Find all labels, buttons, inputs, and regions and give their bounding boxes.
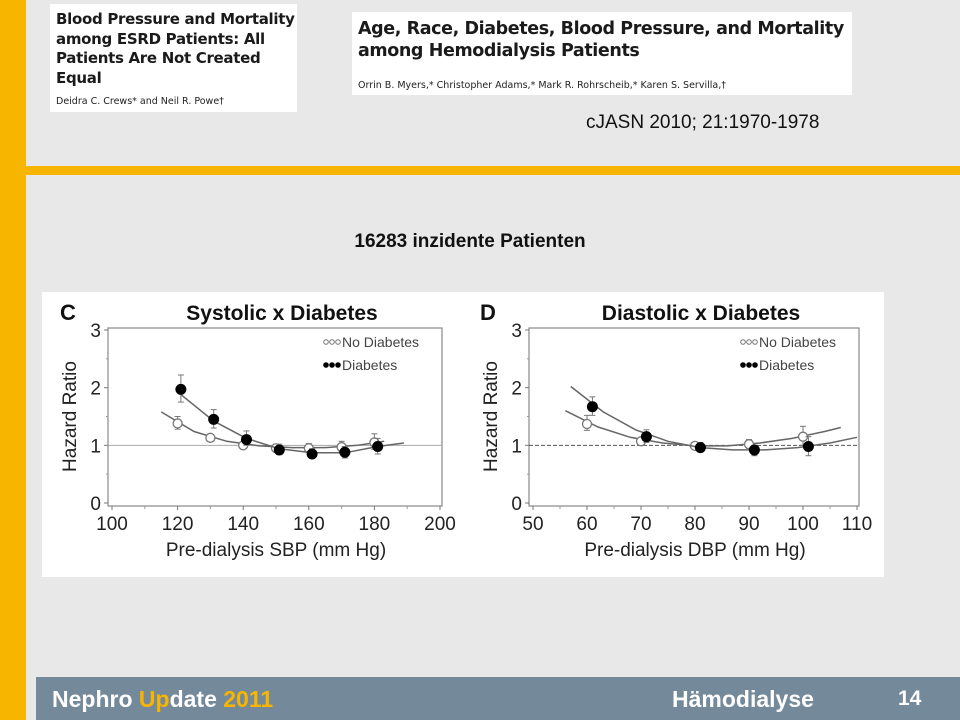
data-point-diabetes — [694, 442, 706, 454]
legend-marker-diabetes — [323, 362, 329, 368]
paper-title-line: Equal — [56, 68, 102, 87]
legend-marker-diabetes — [329, 362, 335, 368]
data-point-diabetes — [273, 444, 285, 456]
x-tick-label: 90 — [738, 514, 759, 535]
footer-brand: Nephro Update 2011 — [52, 686, 273, 713]
legend-label: No Diabetes — [759, 334, 836, 350]
legend-marker-no-diabetes — [329, 339, 335, 345]
accent-sidebar-bar — [0, 0, 26, 720]
x-tick-label: 100 — [787, 514, 819, 535]
y-tick-label: 0 — [90, 494, 101, 515]
fit-curve-diabetes — [180, 394, 404, 454]
y-axis-label: Hazard Ratio — [481, 361, 502, 472]
paper-authors: Deidra C. Crews* and Neil R. Powe† — [56, 96, 224, 107]
paper-header-myers: Age, Race, Diabetes, Blood Pressure, and… — [352, 12, 852, 95]
data-point-diabetes — [748, 444, 760, 456]
paper-title-line: Patients Are Not Created — [56, 49, 261, 67]
slide-subtitle: 16283 inzidente Patienten — [0, 231, 960, 253]
y-tick-label: 2 — [511, 379, 522, 400]
data-point-no-diabetes — [205, 432, 216, 443]
x-tick-label: 140 — [227, 514, 259, 535]
x-tick-label: 200 — [424, 514, 456, 535]
x-tick-label: 50 — [522, 514, 543, 535]
chart-title: Diastolic x Diabetes — [602, 302, 800, 325]
y-axis-label: Hazard Ratio — [60, 361, 81, 472]
data-point-diabetes — [802, 440, 814, 452]
paper-title: Age, Race, Diabetes, Blood Pressure, and… — [358, 18, 844, 62]
brand-text: Nephro — [52, 686, 139, 712]
y-tick-label: 3 — [90, 321, 101, 342]
x-tick-label: 80 — [684, 514, 705, 535]
fit-curve-no-diabetes — [565, 410, 841, 447]
legend-marker-no-diabetes — [752, 339, 758, 345]
data-point-no-diabetes — [172, 418, 183, 429]
x-axis-label: Pre-dialysis DBP (mm Hg) — [584, 540, 805, 561]
legend-label: Diabetes — [342, 357, 397, 373]
data-point-diabetes — [175, 383, 187, 395]
x-tick-label: 100 — [96, 514, 128, 535]
footer-bar: Nephro Update 2011 Hämodialyse 14 — [36, 677, 960, 720]
page-number: 14 — [898, 687, 922, 710]
y-tick-label: 1 — [90, 436, 101, 457]
data-point-diabetes — [372, 440, 384, 452]
data-point-diabetes — [208, 413, 220, 425]
data-point-diabetes — [339, 446, 351, 458]
legend-marker-no-diabetes — [323, 339, 329, 345]
x-tick-label: 120 — [162, 514, 194, 535]
legend-marker-diabetes — [746, 362, 752, 368]
legend-marker-no-diabetes — [335, 339, 341, 345]
legend-marker-diabetes — [335, 362, 341, 368]
x-tick-label: 60 — [576, 514, 597, 535]
data-point-diabetes — [240, 434, 252, 446]
y-tick-label: 0 — [511, 494, 522, 515]
header-divider — [0, 166, 960, 175]
legend-label: No Diabetes — [342, 334, 419, 350]
fit-curve-diabetes — [570, 385, 858, 451]
figure-panel: C Systolic x Diabetes 0 1 2 3 100 120 140 160 180 2… — [42, 292, 884, 577]
x-tick-label: 70 — [630, 514, 651, 535]
paper-title: Blood Pressure and Mortality among ESRD … — [56, 10, 295, 88]
legend-marker-diabetes — [752, 362, 758, 368]
fit-curve-no-diabetes — [160, 411, 385, 449]
data-point-no-diabetes — [581, 418, 593, 430]
data-point-diabetes — [586, 401, 598, 413]
x-tick-label: 110 — [842, 514, 872, 535]
paper-title-line: among Hemodialysis Patients — [358, 41, 640, 61]
legend-marker-diabetes — [740, 362, 746, 368]
x-tick-label: 180 — [359, 514, 391, 535]
subtitle-text: 16283 inzidente Patienten — [354, 231, 586, 252]
data-point-diabetes — [306, 448, 318, 460]
legend-marker-no-diabetes — [740, 339, 746, 345]
legend-label: Diabetes — [759, 357, 814, 373]
x-axis-label: Pre-dialysis SBP (mm Hg) — [166, 540, 386, 561]
x-tick-label: 160 — [293, 514, 325, 535]
chart-title: Systolic x Diabetes — [186, 302, 377, 325]
paper-title-line: Age, Race, Diabetes, Blood Pressure, and… — [358, 19, 844, 39]
data-point-diabetes — [640, 431, 652, 443]
paper-header-crews: Blood Pressure and Mortality among ESRD … — [50, 4, 297, 112]
panel-letter: D — [480, 300, 496, 325]
paper-authors: Orrin B. Myers,* Christopher Adams,* Mar… — [358, 80, 726, 91]
plot-frame — [107, 327, 443, 507]
y-tick-label: 2 — [90, 379, 101, 400]
paper-title-line: among ESRD Patients: All — [56, 29, 265, 48]
brand-year: 2011 — [223, 686, 274, 712]
citation: cJASN 2010; 21:1970-1978 — [586, 112, 820, 133]
brand-text: date — [169, 686, 224, 712]
legend-marker-no-diabetes — [746, 339, 752, 345]
y-tick-label: 3 — [511, 321, 522, 342]
y-tick-label: 1 — [511, 436, 522, 457]
brand-highlight: Up — [138, 686, 170, 712]
panel-letter: C — [60, 300, 76, 325]
footer-section: Hämodialyse — [672, 686, 814, 712]
paper-title-line: Blood Pressure and Mortality — [56, 10, 295, 28]
